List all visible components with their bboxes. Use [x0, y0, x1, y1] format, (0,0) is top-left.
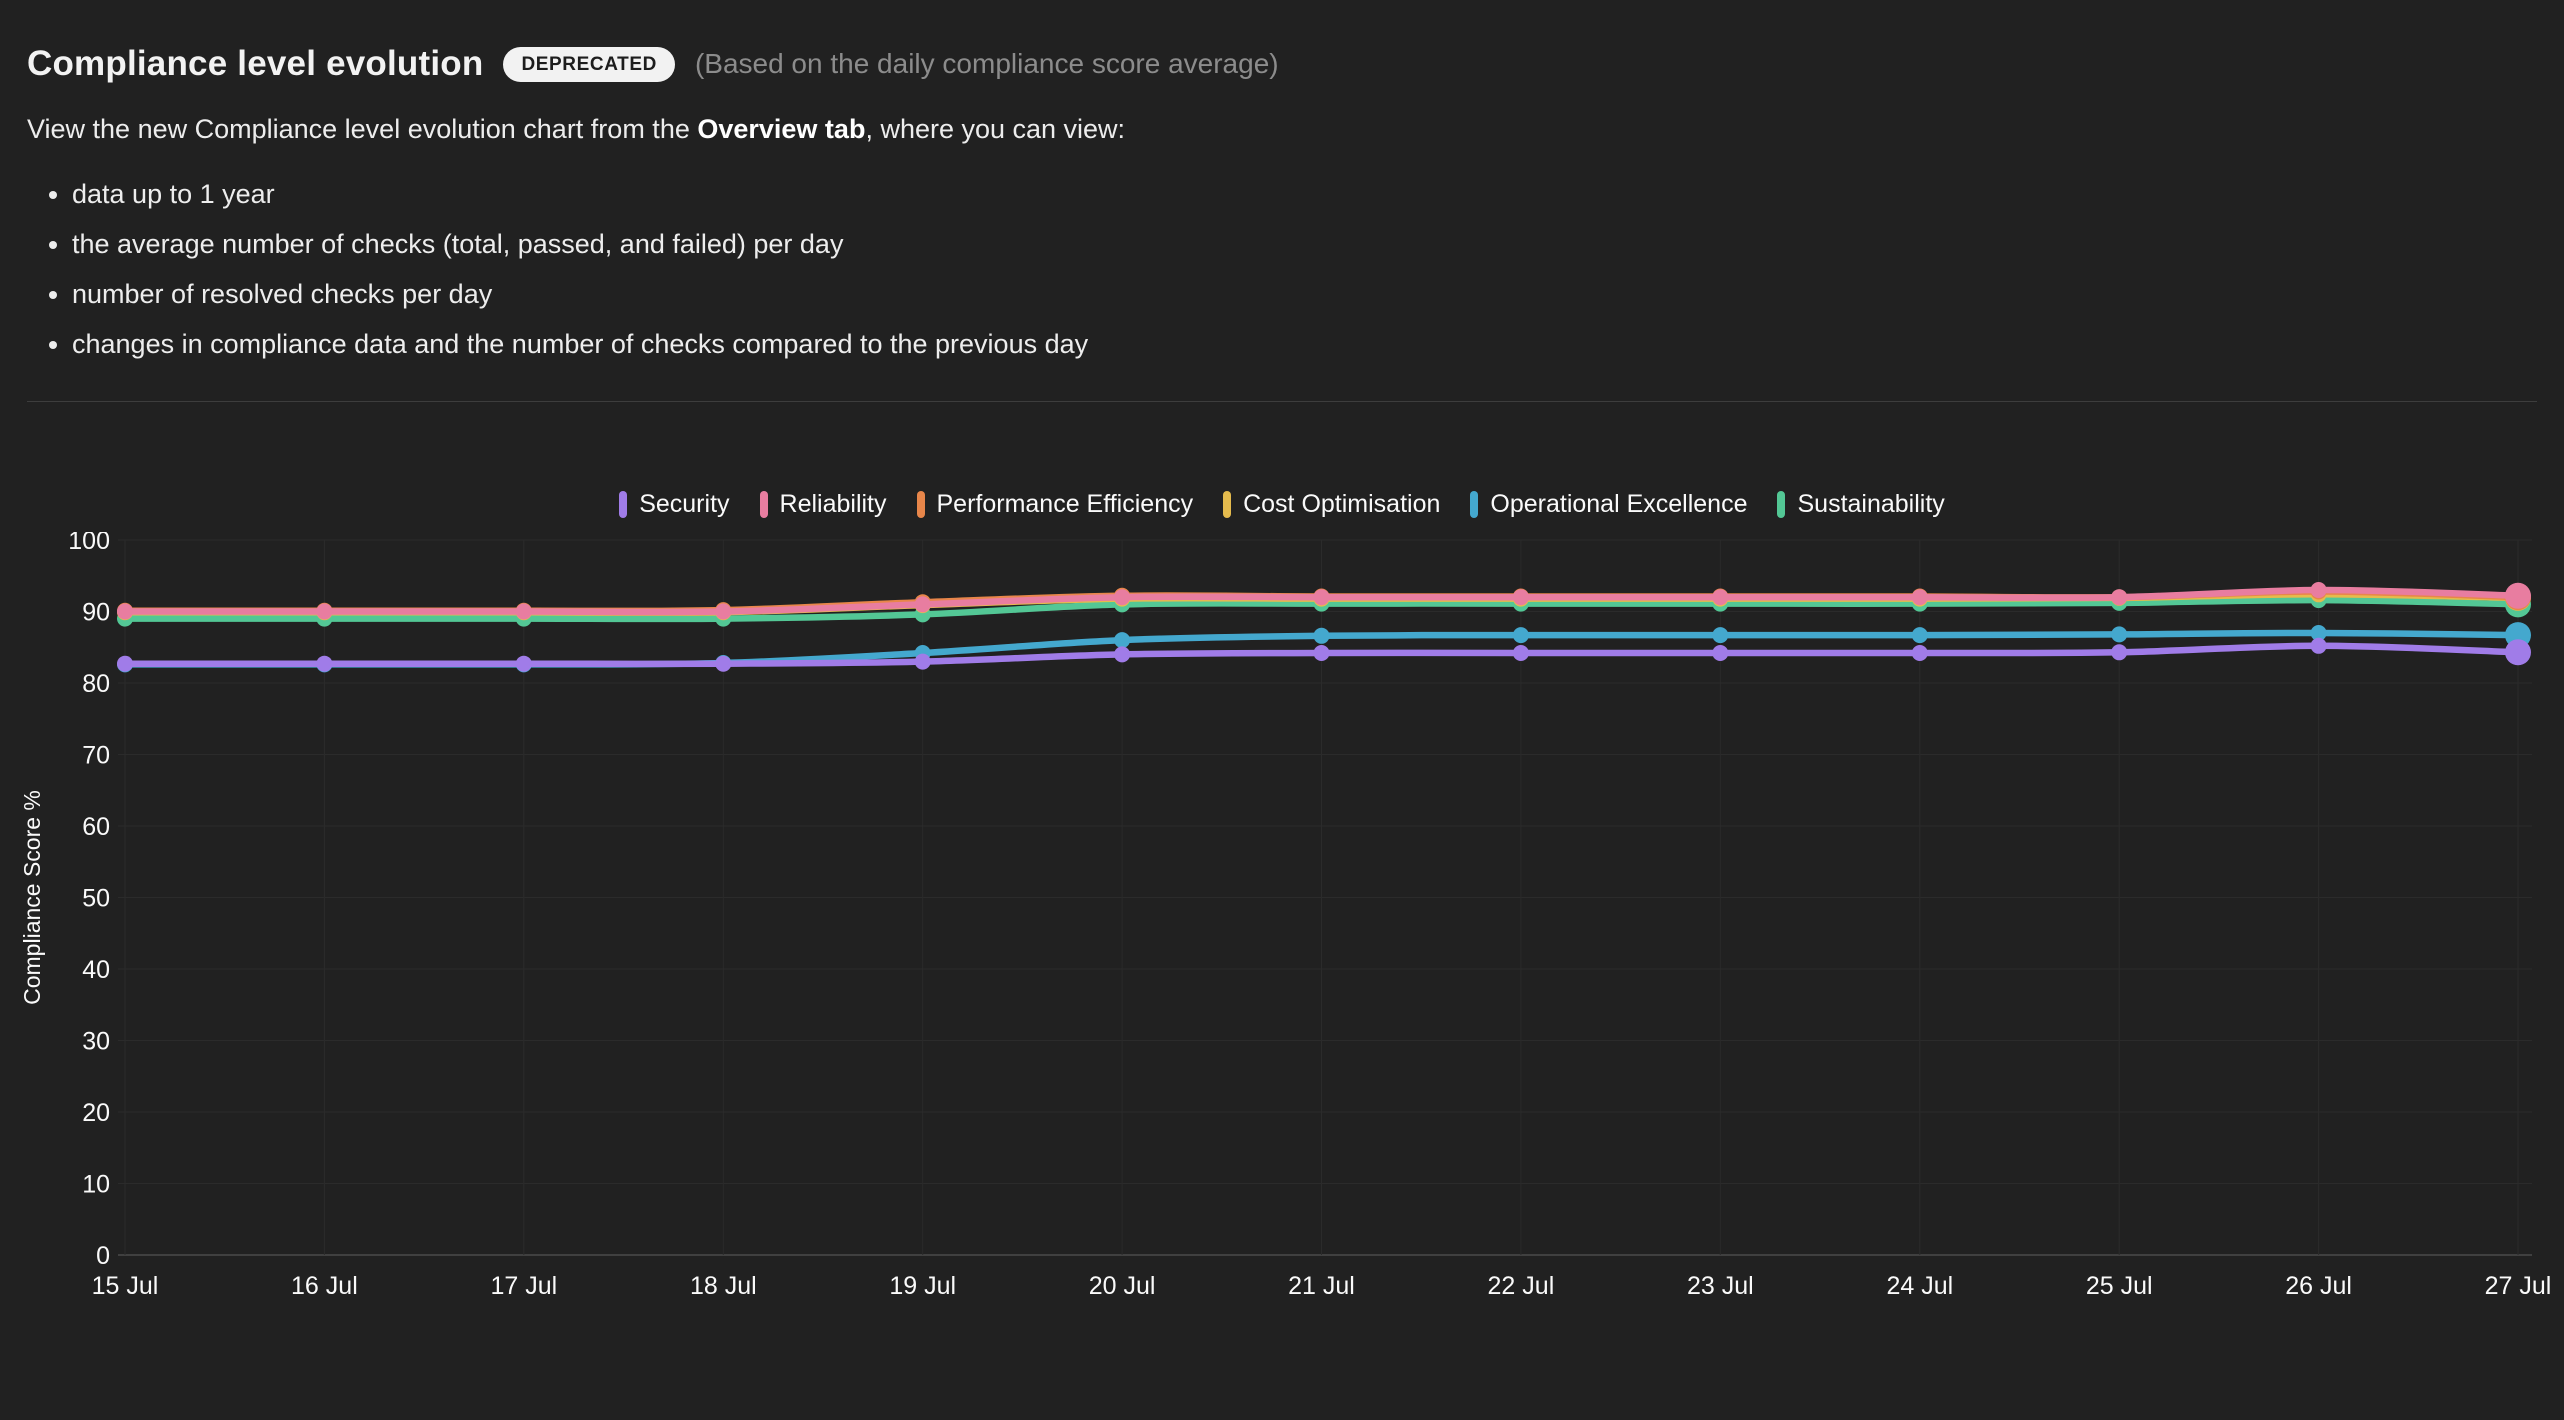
data-point-security[interactable] — [1712, 645, 1729, 661]
list-item: the average number of checks (total, pas… — [72, 219, 2564, 269]
y-axis-tick-label: 70 — [82, 742, 110, 770]
description-overview-tab: Overview tab — [697, 114, 866, 144]
description-list: data up to 1 year the average number of … — [0, 169, 2564, 369]
chart-axes: 0 10 20 30 40 50 60 70 80 90 100 15 Jul 16 Jul 17 Jul… — [19, 532, 2551, 1300]
x-axis-tick-label: 16 Jul — [291, 1272, 358, 1300]
x-axis-tick-label: 15 Jul — [92, 1272, 159, 1300]
compliance-chart[interactable]: 0 10 20 30 40 50 60 70 80 90 100 15 Jul 16 Jul 17 Jul… — [0, 532, 2564, 1322]
y-axis-tick-label: 40 — [82, 956, 110, 984]
legend-label: Cost Optimisation — [1243, 489, 1441, 518]
data-point-security[interactable] — [316, 655, 333, 672]
header: Compliance level evolution DEPRECATED (B… — [0, 0, 2564, 84]
data-point-security[interactable] — [1313, 645, 1330, 661]
data-point-reliability[interactable] — [1114, 589, 1131, 606]
data-point-operational-excellence[interactable] — [1114, 632, 1131, 649]
data-point-security[interactable] — [914, 653, 931, 670]
legend-item-reliability[interactable]: Reliability — [759, 489, 887, 519]
data-point-reliability[interactable] — [914, 596, 931, 613]
data-point-operational-excellence[interactable] — [2310, 625, 2327, 641]
legend-label: Operational Excellence — [1490, 489, 1748, 518]
x-axis-tick-label: 27 Jul — [2485, 1272, 2552, 1300]
x-axis-tick-label: 20 Jul — [1089, 1272, 1156, 1300]
description-suffix: , where you can view: — [865, 114, 1126, 144]
y-axis-tick-label: 90 — [82, 599, 110, 627]
legend-label: Security — [639, 489, 730, 518]
data-point-operational-excellence[interactable] — [2111, 626, 2128, 643]
data-point-security[interactable] — [1512, 645, 1529, 661]
description-text: View the new Compliance level evolution … — [0, 114, 2564, 145]
series-security[interactable] — [117, 637, 2531, 672]
data-point-operational-excellence[interactable] — [1712, 627, 1729, 644]
data-point-reliability[interactable] — [1712, 589, 1729, 606]
data-point-security[interactable] — [2310, 637, 2327, 654]
x-axis-tick-label: 26 Jul — [2285, 1272, 2352, 1300]
y-axis-title: Compliance Score % — [19, 790, 45, 1005]
legend-item-sustainability[interactable]: Sustainability — [1777, 489, 1945, 519]
legend-swatch-cost-optimisation — [1223, 490, 1232, 518]
list-item: data up to 1 year — [72, 169, 2564, 219]
legend-swatch-operational-excellence — [1470, 490, 1479, 518]
data-point-operational-excellence[interactable] — [1512, 627, 1529, 644]
y-axis-tick-label: 0 — [96, 1242, 110, 1270]
data-point-reliability[interactable] — [2505, 582, 2531, 609]
data-point-reliability[interactable] — [2111, 589, 2128, 606]
legend-swatch-security — [619, 490, 628, 518]
divider — [27, 401, 2537, 402]
y-axis-tick-label: 50 — [82, 885, 110, 913]
legend-item-operational-excellence[interactable]: Operational Excellence — [1470, 490, 1747, 519]
data-point-operational-excellence[interactable] — [1313, 627, 1330, 644]
y-axis-tick-label: 30 — [82, 1028, 110, 1056]
legend-label: Reliability — [779, 489, 887, 518]
x-axis-tick-label: 18 Jul — [690, 1272, 757, 1300]
series-reliability[interactable] — [117, 582, 2531, 620]
data-point-reliability[interactable] — [715, 603, 732, 620]
data-point-reliability[interactable] — [316, 603, 333, 620]
x-axis-tick-label: 17 Jul — [490, 1272, 557, 1300]
legend-swatch-performance-efficiency — [916, 490, 925, 518]
y-axis-tick-label: 60 — [82, 813, 110, 841]
chart-legend: Security Reliability Performance Efficie… — [0, 476, 2564, 532]
y-axis-tick-label: 10 — [82, 1171, 110, 1199]
legend-swatch-reliability — [759, 490, 768, 518]
data-point-reliability[interactable] — [1911, 589, 1928, 606]
data-point-reliability[interactable] — [1313, 589, 1330, 606]
legend-item-security[interactable]: Security — [619, 489, 730, 519]
x-axis-tick-label: 25 Jul — [2086, 1272, 2153, 1300]
y-axis-tick-label: 80 — [82, 670, 110, 698]
x-axis-tick-label: 19 Jul — [889, 1272, 956, 1300]
page-subtitle: (Based on the daily compliance score ave… — [694, 48, 1279, 79]
description-prefix: View the new Compliance level evolution … — [27, 114, 698, 144]
data-point-reliability[interactable] — [2310, 582, 2327, 598]
data-point-security[interactable] — [2505, 639, 2531, 666]
data-point-security[interactable] — [515, 655, 532, 672]
data-point-reliability[interactable] — [1512, 589, 1529, 606]
data-point-security[interactable] — [1114, 646, 1131, 663]
chart-section: Security Reliability Performance Efficie… — [0, 476, 2564, 1322]
y-axis-tick-label: 100 — [68, 532, 110, 555]
x-axis-tick-label: 24 Jul — [1886, 1272, 1953, 1300]
legend-item-performance-efficiency[interactable]: Performance Efficiency — [916, 489, 1194, 519]
data-point-security[interactable] — [117, 655, 133, 672]
x-axis-tick-label: 22 Jul — [1488, 1272, 1555, 1300]
data-point-security[interactable] — [2111, 644, 2128, 661]
data-point-security[interactable] — [715, 655, 732, 672]
legend-label: Sustainability — [1797, 489, 1945, 518]
page-title: Compliance level evolution — [27, 44, 484, 83]
y-axis-tick-label: 20 — [82, 1099, 110, 1127]
data-point-reliability[interactable] — [515, 603, 532, 620]
legend-label: Performance Efficiency — [936, 489, 1194, 518]
legend-item-cost-optimisation[interactable]: Cost Optimisation — [1223, 490, 1440, 519]
list-item: changes in compliance data and the numbe… — [72, 319, 2564, 369]
x-axis-tick-label: 23 Jul — [1687, 1272, 1754, 1300]
deprecated-badge: DEPRECATED — [503, 46, 675, 82]
data-point-security[interactable] — [1911, 645, 1928, 661]
x-axis-tick-label: 21 Jul — [1288, 1272, 1355, 1300]
data-point-operational-excellence[interactable] — [1911, 627, 1928, 644]
data-point-reliability[interactable] — [117, 603, 133, 620]
list-item: number of resolved checks per day — [72, 269, 2564, 319]
legend-swatch-sustainability — [1777, 490, 1786, 518]
